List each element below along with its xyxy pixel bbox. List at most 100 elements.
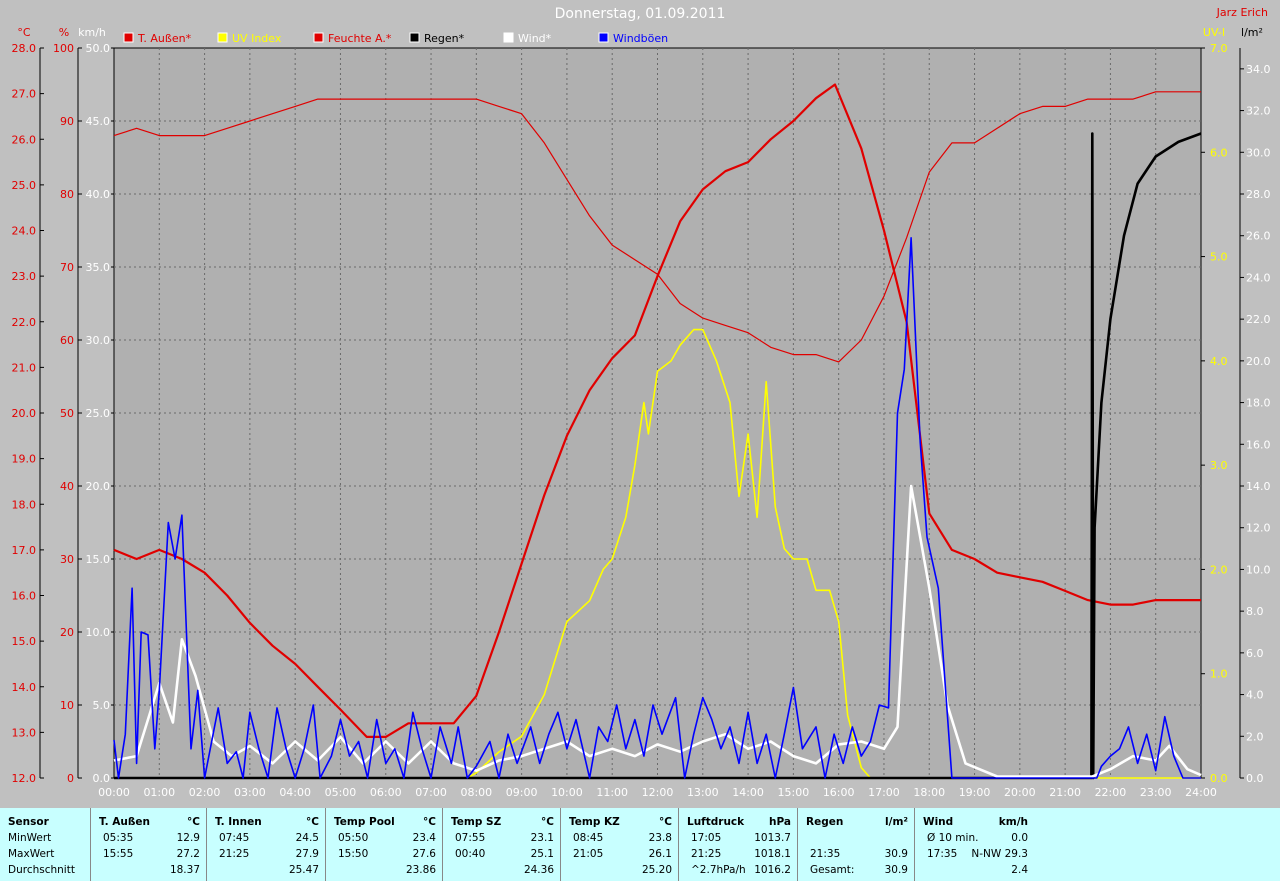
hum-tick-label: 90 xyxy=(60,115,74,128)
stats-value: 30.9 xyxy=(884,864,908,876)
stats-value: 18.37 xyxy=(169,864,200,876)
stats-value: 26.1 xyxy=(648,848,672,860)
hum-tick-label: 60 xyxy=(60,334,74,347)
stats-unit: °C xyxy=(306,816,319,828)
wind-tick-label: 50.0 xyxy=(86,42,111,55)
stats-unit: hPa xyxy=(769,816,791,828)
time-tick-label: 07:00 xyxy=(415,786,447,799)
wind-axis-unit: km/h xyxy=(78,26,106,39)
time-tick-label: 21:00 xyxy=(1049,786,1081,799)
legend-label: Regen* xyxy=(424,32,465,45)
wind-tick-label: 10.0 xyxy=(86,626,111,639)
stats-unit: °C xyxy=(659,816,672,828)
hum-tick-label: 50 xyxy=(60,407,74,420)
uv-tick-label: 3.0 xyxy=(1210,459,1228,472)
series-windböen xyxy=(113,237,1201,779)
legend-swatch xyxy=(409,32,420,43)
time-tick-label: 06:00 xyxy=(370,786,402,799)
stats-value: 25.20 xyxy=(641,864,672,876)
stats-row-label: Durchschnitt xyxy=(8,864,75,876)
temp-tick-label: 13.0 xyxy=(12,726,37,739)
stats-section-name: Regen xyxy=(806,816,844,828)
legend-label: Windböen xyxy=(613,32,668,45)
uv-tick-label: 2.0 xyxy=(1210,563,1228,576)
stats-value: 30.9 xyxy=(884,848,908,860)
stats-value: 23.4 xyxy=(412,832,436,844)
stats-section: Luftdruck hPa 17:05 1013.7 21:25 1018.1 ^2.7hP… xyxy=(678,808,797,881)
stats-value: 0.0 xyxy=(1011,832,1028,844)
stats-value: 24.36 xyxy=(523,864,554,876)
stats-row-label: MaxWert xyxy=(8,848,55,860)
temp-tick-label: 25.0 xyxy=(12,179,37,192)
stats-unit: °C xyxy=(541,816,554,828)
time-tick-label: 08:00 xyxy=(460,786,492,799)
wind-tick-label: 20.0 xyxy=(86,480,111,493)
rain-tick-label: 20.0 xyxy=(1246,355,1271,368)
hum-tick-label: 40 xyxy=(60,480,74,493)
legend-swatch xyxy=(313,32,324,43)
temp-tick-label: 14.0 xyxy=(12,681,37,694)
temp-tick-label: 28.0 xyxy=(12,42,37,55)
wind-tick-label: 35.0 xyxy=(86,261,111,274)
time-tick-label: 17:00 xyxy=(868,786,900,799)
rain-tick-label: 24.0 xyxy=(1246,271,1271,284)
time-tick-label: 16:00 xyxy=(823,786,855,799)
stats-time: 17:35 xyxy=(927,848,958,860)
rain-tick-label: 4.0 xyxy=(1246,689,1264,702)
stats-value: 2.4 xyxy=(1011,864,1028,876)
stats-value: 1018.1 xyxy=(754,848,791,860)
temp-tick-label: 21.0 xyxy=(12,361,37,374)
stats-time: 21:25 xyxy=(691,848,722,860)
time-tick-label: 20:00 xyxy=(1004,786,1036,799)
series-feuchte-a xyxy=(113,91,1201,363)
series-wind xyxy=(113,484,1202,778)
temp-tick-label: 15.0 xyxy=(12,635,37,648)
rain-tick-label: 22.0 xyxy=(1246,313,1271,326)
stats-value: N-NW 29.3 xyxy=(971,848,1028,860)
series-t-außen xyxy=(113,83,1201,739)
wind-tick-label: 0.0 xyxy=(93,772,111,785)
stats-unit: °C xyxy=(187,816,200,828)
rain-tick-label: 18.0 xyxy=(1246,397,1271,410)
rain-tick-label: 32.0 xyxy=(1246,105,1271,118)
legend-label: Wind* xyxy=(518,32,552,45)
temp-tick-label: 22.0 xyxy=(12,316,37,329)
stats-value: 1016.2 xyxy=(754,864,791,876)
weather-chart: 00:00 01:00 02:00 03:00 04:00 05:00 06:00 07:00… xyxy=(12,26,1271,799)
time-tick-label: 24:00 xyxy=(1185,786,1217,799)
stats-unit: km/h xyxy=(998,816,1028,828)
hum-axis-unit: % xyxy=(59,26,69,39)
hum-tick-label: 100 xyxy=(53,42,74,55)
rain-tick-label: 10.0 xyxy=(1246,563,1271,576)
series-regen xyxy=(114,132,1202,780)
rain-tick-label: 26.0 xyxy=(1246,230,1271,243)
legend-swatch xyxy=(503,32,514,43)
stats-row-label: Sensor xyxy=(8,816,49,828)
wind-tick-label: 25.0 xyxy=(86,407,111,420)
rain-tick-label: 28.0 xyxy=(1246,188,1271,201)
stats-time: Ø 10 min. xyxy=(927,832,979,844)
station-name: Jarz Erich xyxy=(1216,6,1268,19)
stats-section: Temp KZ °C 08:45 23.8 21:05 26.1 25.20 xyxy=(560,808,678,881)
stats-value: 27.9 xyxy=(295,848,319,860)
uv-tick-label: 5.0 xyxy=(1210,251,1228,264)
rain-tick-label: 12.0 xyxy=(1246,522,1271,535)
stats-time: 21:05 xyxy=(573,848,604,860)
time-tick-label: 18:00 xyxy=(913,786,945,799)
time-tick-label: 02:00 xyxy=(189,786,221,799)
time-tick-label: 12:00 xyxy=(642,786,674,799)
stats-time: 17:05 xyxy=(691,832,722,844)
stats-value: 23.86 xyxy=(405,864,436,876)
rain-tick-label: 30.0 xyxy=(1246,146,1271,159)
wind-tick-label: 40.0 xyxy=(86,188,111,201)
stats-time: 05:35 xyxy=(103,832,134,844)
time-tick-label: 15:00 xyxy=(778,786,810,799)
stats-section: Wind km/h Ø 10 min. 0.0 17:35 N-NW 29.3 2.4 xyxy=(914,808,1034,881)
stats-row-label: MinWert xyxy=(8,832,52,844)
legend-swatch xyxy=(598,32,609,43)
temp-tick-label: 23.0 xyxy=(12,270,37,283)
hum-tick-label: 10 xyxy=(60,699,74,712)
stats-time: 15:50 xyxy=(338,848,369,860)
stats-section: Temp SZ °C 07:55 23.1 00:40 25.1 24.36 xyxy=(442,808,560,881)
rain-tick-label: 34.0 xyxy=(1246,63,1271,76)
